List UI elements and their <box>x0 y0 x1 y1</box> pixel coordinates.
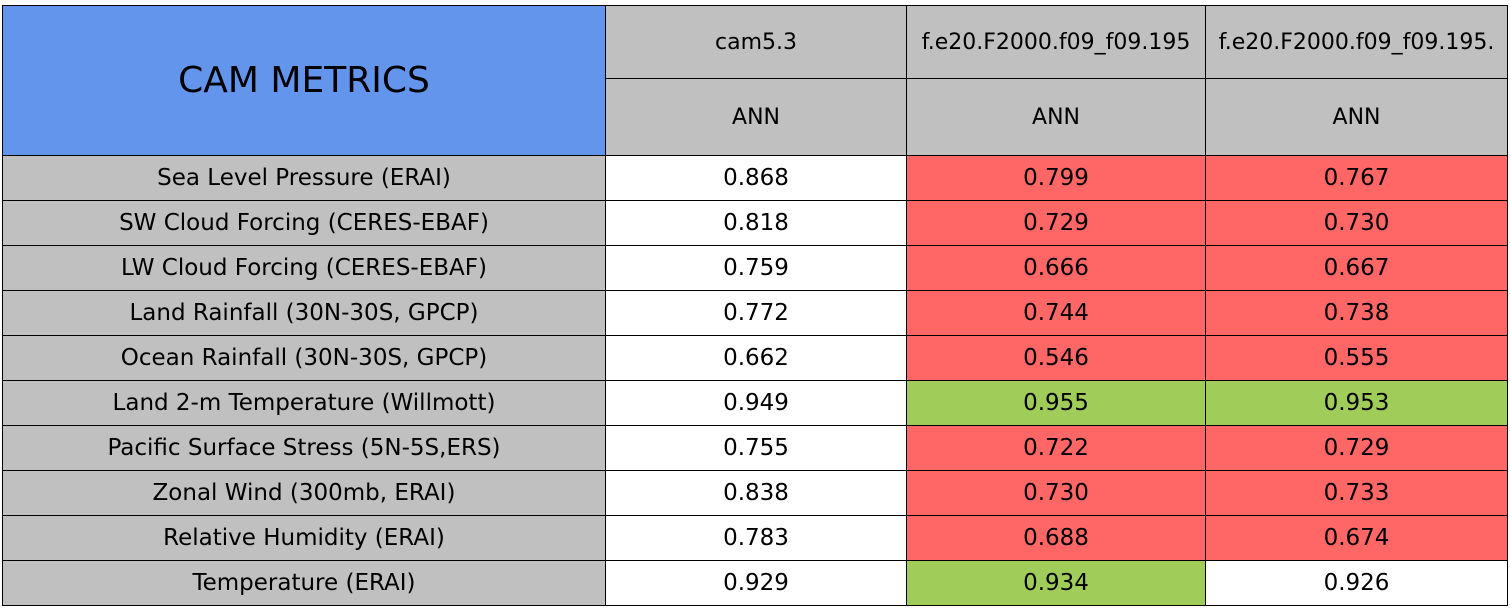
metric-value: 0.783 <box>605 515 907 561</box>
metric-value: 0.662 <box>605 335 907 381</box>
season-header: ANN <box>1205 78 1508 156</box>
metric-value: 0.926 <box>1205 560 1508 606</box>
metric-value: 0.733 <box>1205 470 1508 516</box>
metric-value: 0.666 <box>906 245 1206 291</box>
case-header: cam5.3 <box>605 5 907 79</box>
metric-value: 0.722 <box>906 425 1206 471</box>
metric-value: 0.688 <box>906 515 1206 561</box>
row-label: Pacific Surface Stress (5N-5S,ERS) <box>2 425 606 471</box>
metric-value: 0.929 <box>605 560 907 606</box>
metric-value: 0.772 <box>605 290 907 336</box>
metric-value: 0.738 <box>1205 290 1508 336</box>
season-header: ANN <box>605 78 907 156</box>
row-label: Land Rainfall (30N-30S, GPCP) <box>2 290 606 336</box>
row-label: LW Cloud Forcing (CERES-EBAF) <box>2 245 606 291</box>
row-label: Temperature (ERAI) <box>2 560 606 606</box>
metric-value: 0.838 <box>605 470 907 516</box>
metric-value: 0.818 <box>605 200 907 246</box>
row-label: SW Cloud Forcing (CERES-EBAF) <box>2 200 606 246</box>
metric-value: 0.934 <box>906 560 1206 606</box>
case-header: f.e20.F2000.f09_f09.195 <box>906 5 1206 79</box>
case-header: f.e20.F2000.f09_f09.195. <box>1205 5 1508 79</box>
metric-value: 0.767 <box>1205 155 1508 201</box>
metric-value: 0.674 <box>1205 515 1508 561</box>
metric-value: 0.799 <box>906 155 1206 201</box>
metric-value: 0.949 <box>605 380 907 426</box>
row-label: Zonal Wind (300mb, ERAI) <box>2 470 606 516</box>
metric-value: 0.555 <box>1205 335 1508 381</box>
metric-value: 0.953 <box>1205 380 1508 426</box>
metric-value: 0.546 <box>906 335 1206 381</box>
metric-value: 0.667 <box>1205 245 1508 291</box>
row-label: Sea Level Pressure (ERAI) <box>2 155 606 201</box>
metric-value: 0.729 <box>1205 425 1508 471</box>
metric-value: 0.759 <box>605 245 907 291</box>
season-header: ANN <box>906 78 1206 156</box>
table-title: CAM METRICS <box>2 5 606 156</box>
metric-value: 0.730 <box>1205 200 1508 246</box>
metric-value: 0.755 <box>605 425 907 471</box>
metric-value: 0.955 <box>906 380 1206 426</box>
metric-value: 0.730 <box>906 470 1206 516</box>
row-label: Land 2-m Temperature (Willmott) <box>2 380 606 426</box>
row-label: Relative Humidity (ERAI) <box>2 515 606 561</box>
metric-value: 0.729 <box>906 200 1206 246</box>
metric-value: 0.744 <box>906 290 1206 336</box>
row-label: Ocean Rainfall (30N-30S, GPCP) <box>2 335 606 381</box>
metric-value: 0.868 <box>605 155 907 201</box>
